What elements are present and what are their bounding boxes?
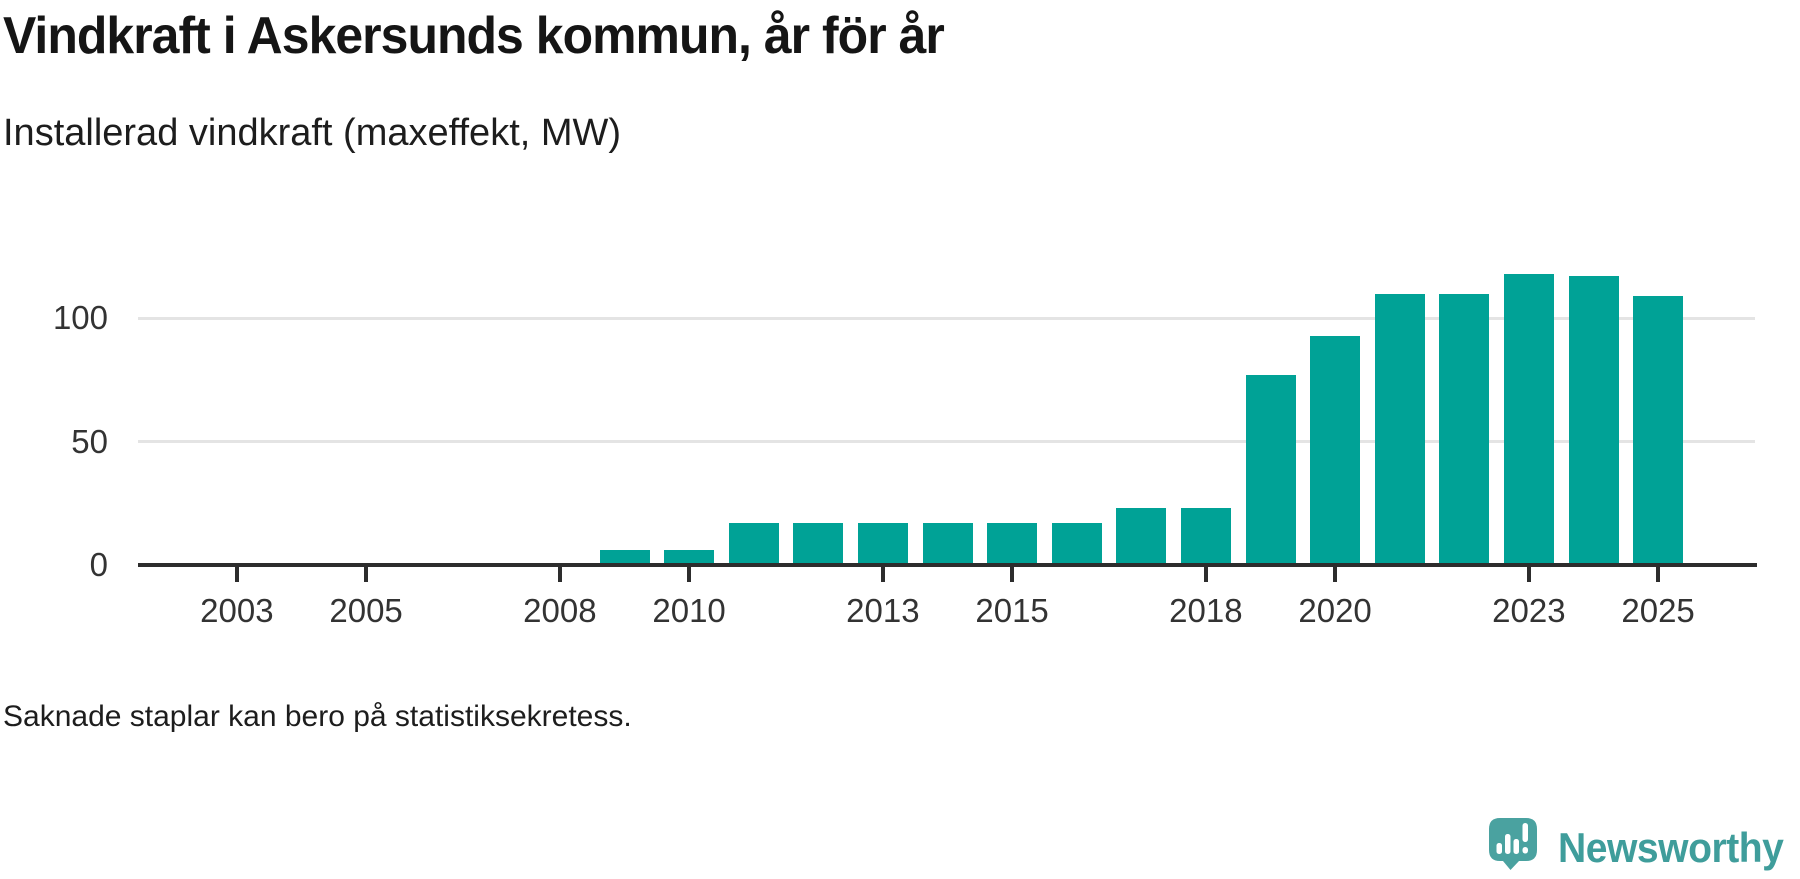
x-tick-label-2025: 2025 — [1621, 592, 1695, 629]
logo-bar-icon — [1505, 834, 1511, 854]
bar-2010 — [664, 550, 715, 565]
x-tick-2013 — [880, 565, 885, 582]
bar-2025 — [1633, 296, 1684, 565]
x-tick-label-2020: 2020 — [1298, 592, 1372, 629]
x-tick-label-2015: 2015 — [975, 592, 1049, 629]
x-tick-label-2013: 2013 — [846, 592, 920, 629]
bar-2012 — [793, 523, 844, 565]
logo-bar-icon — [1496, 843, 1502, 854]
x-tick-2018 — [1203, 565, 1208, 582]
chart-subtitle: Installerad vindkraft (maxeffekt, MW) — [3, 112, 622, 154]
newsworthy-logo: Newsworthy — [1489, 818, 1800, 872]
gridline-50 — [138, 440, 1755, 444]
x-tick-2015 — [1010, 565, 1015, 582]
x-tick-label-2023: 2023 — [1492, 592, 1566, 629]
y-tick-label-100: 100 — [52, 299, 108, 337]
x-tick-label-2010: 2010 — [652, 592, 726, 629]
bar-2016 — [1051, 523, 1102, 565]
gridline-100 — [138, 316, 1755, 320]
newsworthy-logo-icon — [1489, 818, 1537, 870]
chart-footnote: Saknade staplar kan bero på statistiksek… — [3, 700, 632, 733]
bar-2022 — [1439, 293, 1490, 565]
bar-2023 — [1503, 274, 1554, 565]
x-tick-label-2018: 2018 — [1169, 592, 1243, 629]
x-tick-2005 — [364, 565, 369, 582]
logo-bar-icon — [1513, 839, 1519, 854]
y-tick-label-50: 50 — [71, 422, 108, 460]
x-tick-2023 — [1526, 565, 1531, 582]
logo-exclamation-dot-icon — [1522, 847, 1528, 854]
bar-2015 — [987, 523, 1038, 565]
newsworthy-wordmark: Newsworthy — [1558, 824, 1784, 871]
x-tick-label-2005: 2005 — [329, 592, 403, 629]
bar-2024 — [1568, 276, 1619, 565]
x-tick-2010 — [687, 565, 692, 582]
bar-2019 — [1245, 375, 1296, 565]
bar-2020 — [1310, 335, 1361, 565]
x-axis-line — [138, 563, 1757, 567]
bar-2009 — [599, 550, 650, 565]
bar-2021 — [1374, 293, 1425, 565]
bar-2013 — [857, 523, 908, 565]
bar-2014 — [922, 523, 973, 565]
x-tick-2020 — [1333, 565, 1338, 582]
x-tick-label-2003: 2003 — [200, 592, 274, 629]
bar-2017 — [1116, 508, 1167, 565]
x-tick-label-2008: 2008 — [523, 592, 597, 629]
bar-2011 — [728, 523, 779, 565]
chart-title: Vindkraft i Askersunds kommun, år för år — [3, 7, 945, 65]
x-tick-2008 — [557, 565, 562, 582]
x-tick-2025 — [1656, 565, 1661, 582]
logo-exclamation-icon — [1522, 823, 1528, 842]
x-tick-2003 — [234, 565, 239, 582]
y-tick-label-0: 0 — [89, 546, 108, 583]
bar-2018 — [1180, 508, 1231, 565]
